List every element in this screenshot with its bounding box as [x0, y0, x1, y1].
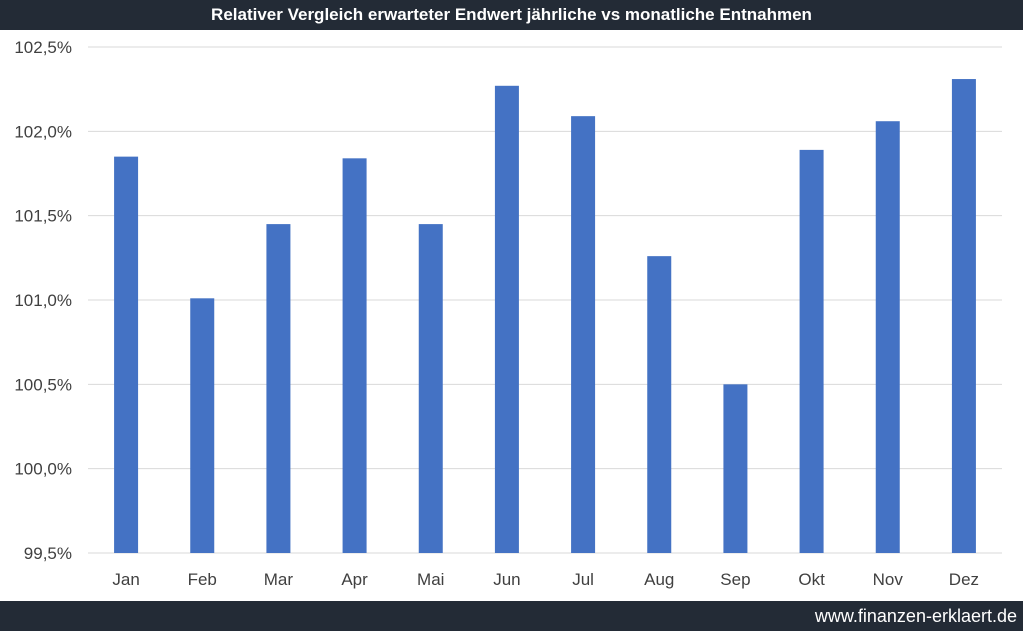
y-tick-label: 99,5% — [24, 544, 72, 563]
bars — [114, 79, 976, 554]
footer-bar: www.finanzen-erklaert.de — [0, 601, 1023, 631]
chart-area: 99,5% 100,0% 100,5% 101,0% 101,5% 102,0% 102,5… — [0, 30, 1023, 601]
x-tick-label: Apr — [341, 570, 368, 589]
bar-feb — [190, 298, 215, 553]
y-tick-label: 101,0% — [14, 291, 72, 310]
x-tick-label: Feb — [188, 570, 217, 589]
bar-aug — [647, 256, 672, 553]
x-tick-label: Mar — [264, 570, 294, 589]
y-tick-label: 100,0% — [14, 460, 72, 479]
y-tick-label: 101,5% — [14, 207, 72, 226]
bar-jul — [571, 116, 596, 554]
bar-jan — [114, 156, 139, 553]
x-tick-label: Jun — [493, 570, 520, 589]
bar-mar — [266, 224, 291, 553]
x-tick-label: Mai — [417, 570, 444, 589]
x-axis-ticks: Jan Feb Mar Apr Mai Jun Jul Aug Sep Okt Nov Dez — [112, 570, 979, 589]
bar-chart: 99,5% 100,0% 100,5% 101,0% 101,5% 102,0% 102,5… — [14, 38, 1002, 589]
bar-apr — [342, 158, 367, 553]
bar-okt — [799, 149, 824, 553]
y-tick-label: 100,5% — [14, 375, 72, 394]
y-axis-ticks: 99,5% 100,0% 100,5% 101,0% 101,5% 102,0% 102,5… — [14, 38, 72, 563]
x-tick-label: Sep — [720, 570, 750, 589]
bar-jun — [494, 85, 519, 553]
bar-nov — [875, 121, 900, 554]
chart-title: Relativer Vergleich erwarteter Endwert j… — [211, 5, 812, 24]
footer-url[interactable]: www.finanzen-erklaert.de — [814, 605, 1017, 626]
y-tick-label: 102,5% — [14, 38, 72, 57]
x-tick-label: Nov — [873, 570, 904, 589]
chart-title-bar: Relativer Vergleich erwarteter Endwert j… — [0, 0, 1023, 30]
gridlines — [88, 46, 1002, 554]
bar-sep — [723, 384, 748, 553]
bar-dez — [951, 79, 976, 553]
x-tick-label: Jul — [572, 570, 594, 589]
x-tick-label: Okt — [798, 570, 825, 589]
y-tick-label: 102,0% — [14, 122, 72, 141]
x-tick-label: Dez — [949, 570, 979, 589]
bar-mai — [418, 224, 443, 553]
x-tick-label: Jan — [112, 570, 139, 589]
x-tick-label: Aug — [644, 570, 674, 589]
